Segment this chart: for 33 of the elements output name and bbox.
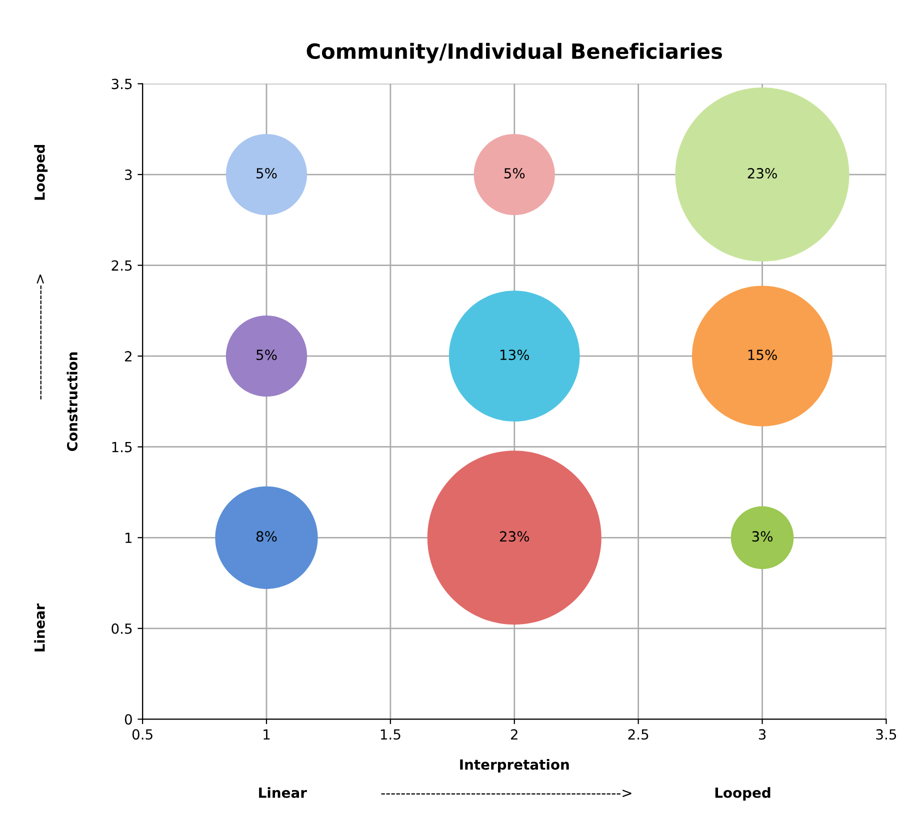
text: Linear xyxy=(259,787,307,798)
data-label: 3% xyxy=(752,531,773,542)
text: Looped xyxy=(34,144,48,200)
data-label: 5% xyxy=(504,168,525,179)
x-tick-label: 1.5 xyxy=(380,729,400,740)
text: ------------------------------------------------> xyxy=(381,790,632,798)
text: Linear xyxy=(34,604,45,652)
x-tick-label: 0.5 xyxy=(132,729,152,740)
data-label: 5% xyxy=(256,168,277,179)
chart-title: Community/Individual Beneficiaries xyxy=(306,42,722,64)
x-tick-label: 2.5 xyxy=(628,729,648,740)
y-tick-label: 1.5 xyxy=(112,442,132,452)
x-tick-label: 3.5 xyxy=(876,729,896,740)
text: Looped xyxy=(715,787,770,801)
x-tick-label: 1 xyxy=(264,729,270,740)
text: -----------------------> xyxy=(36,274,44,400)
y-tick-label: 2.5 xyxy=(112,260,132,271)
y-tick-label: 1 xyxy=(126,532,132,543)
data-label: 8% xyxy=(256,531,277,542)
y-tick-label: 0.5 xyxy=(112,623,132,634)
y-tick-label: 2 xyxy=(125,351,132,362)
data-label: 5% xyxy=(256,350,277,360)
y-tick-label: 0 xyxy=(124,714,132,725)
y-axis-title: Construction xyxy=(66,352,78,451)
x-axis-title: Interpretation xyxy=(460,759,569,772)
data-label: 15% xyxy=(748,350,777,360)
x-tick-label: 2 xyxy=(510,729,518,740)
y-tick-label: 3.5 xyxy=(112,78,132,90)
y-tick-label: 3 xyxy=(125,169,132,180)
data-label: 13% xyxy=(500,350,530,360)
data-label: 23% xyxy=(748,168,777,179)
data-label: 23% xyxy=(500,531,530,542)
x-tick-label: 3 xyxy=(758,729,766,740)
